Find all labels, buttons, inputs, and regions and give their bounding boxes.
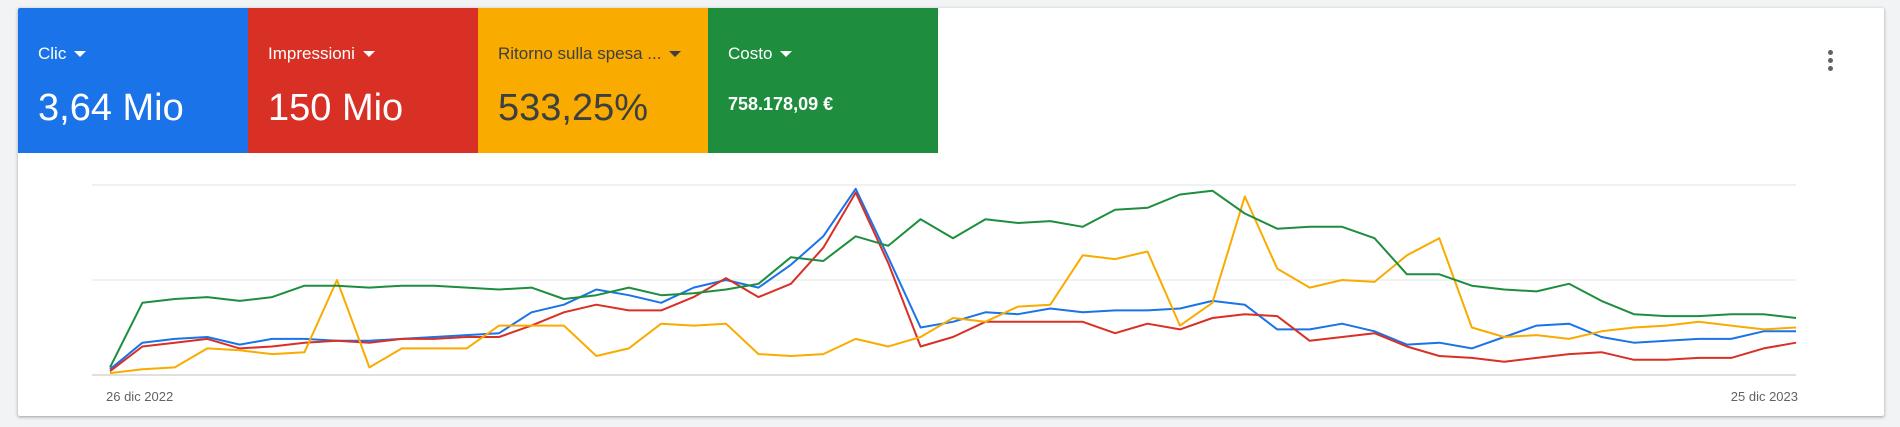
performance-card: Clic 3,64 Mio Impressioni 150 Mio Ritorn… [18, 8, 1884, 416]
dropdown-caret-icon[interactable] [362, 51, 375, 57]
x-axis-end-label: 25 dic 2023 [1731, 389, 1798, 404]
more-vert-icon[interactable] [1818, 42, 1842, 78]
metric-tile-header: Clic [38, 42, 248, 66]
metric-value: 3,64 Mio [38, 87, 184, 129]
metric-tile-header: Impressioni [268, 42, 478, 66]
metric-tile-header: Ritorno sulla spesa ... [498, 42, 708, 66]
metric-tiles: Clic 3,64 Mio Impressioni 150 Mio Ritorn… [18, 8, 938, 153]
metric-tile-roas[interactable]: Ritorno sulla spesa ... 533,25% [478, 8, 708, 153]
metric-tile-cost[interactable]: Costo 758.178,09 € [708, 8, 938, 153]
metric-value: 150 Mio [268, 87, 404, 129]
series-line-3 [109, 189, 1797, 368]
metric-tile-clicks[interactable]: Clic 3,64 Mio [18, 8, 248, 153]
performance-line-chart: 26 dic 2022 25 dic 2023 [92, 184, 1798, 404]
x-axis-start-label: 26 dic 2022 [106, 389, 173, 404]
metric-value: 533,25% [498, 87, 649, 129]
metric-value: 758.178,09 € [728, 94, 834, 114]
dropdown-caret-icon[interactable] [74, 51, 87, 57]
metric-label: Clic [38, 44, 67, 63]
series-line-2 [109, 195, 1797, 375]
dropdown-caret-icon[interactable] [669, 51, 682, 57]
metric-label: Costo [728, 44, 773, 63]
metric-tile-impressions[interactable]: Impressioni 150 Mio [248, 8, 478, 153]
metric-tile-header: Costo [728, 42, 938, 66]
metric-label: Ritorno sulla spesa ... [498, 44, 662, 63]
series-line-1 [109, 191, 1797, 372]
metric-label: Impressioni [268, 44, 355, 63]
dropdown-caret-icon[interactable] [780, 51, 793, 57]
